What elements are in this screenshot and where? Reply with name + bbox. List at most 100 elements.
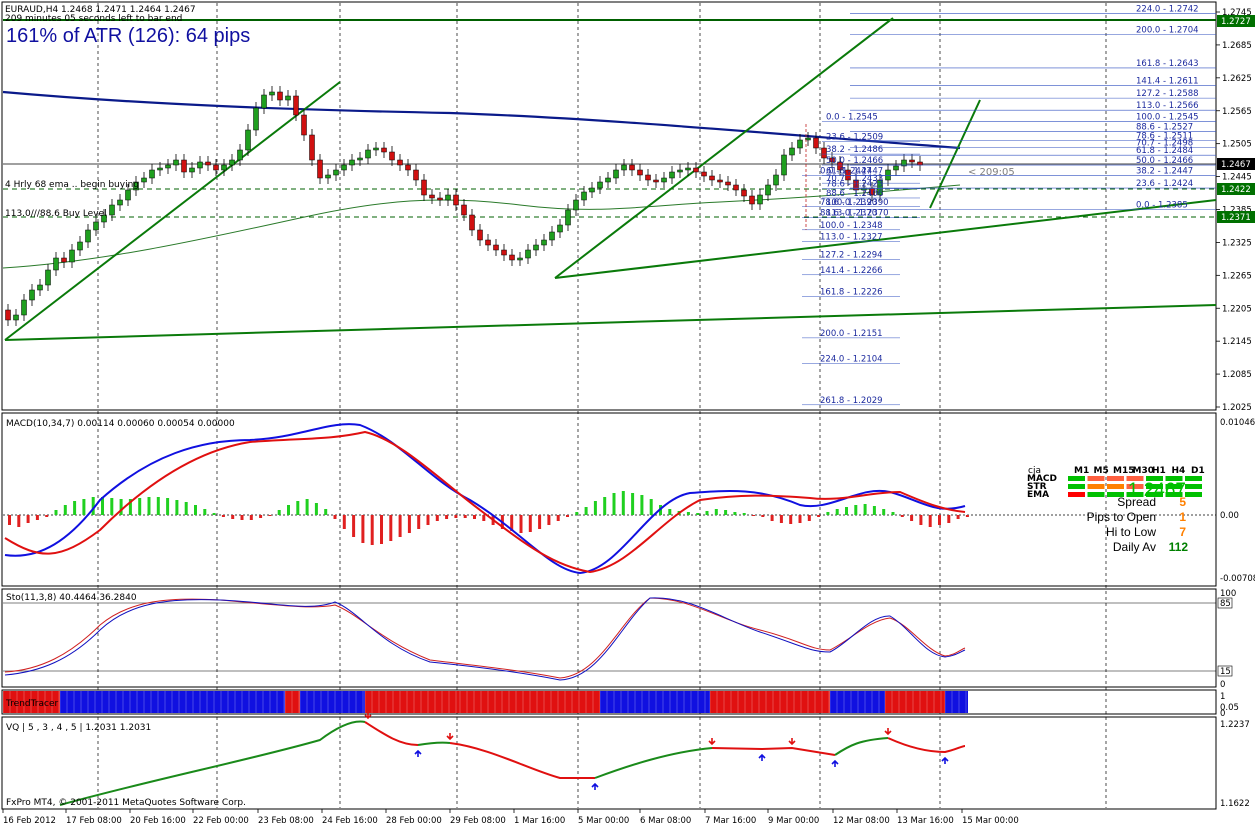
sto-axis-85: 85 [1220,599,1231,609]
candle-body [701,171,707,177]
stochastic-panel[interactable] [1,588,1217,688]
candle-body [373,147,379,151]
fib-top-label: 50.0 - 1.2466 [1136,156,1193,166]
candle-body [245,129,251,151]
macd-histogram-bar [575,512,579,515]
top-level-marker [1217,15,1255,27]
macd-histogram-bar [872,506,876,515]
fib-low-label: 200.0 - 1.2151 [820,329,883,339]
main-price-panel[interactable] [1,1,1217,411]
candle-body [45,269,51,286]
macd-histogram-bar [314,503,318,515]
macd-histogram-bar [742,513,746,515]
fib-low-label: 127.2 - 1.2294 [820,250,883,260]
time-tick-label: 24 Feb 16:00 [322,816,378,826]
candle-body [93,221,99,231]
trend-segment [3,691,60,713]
candle-body [661,177,667,183]
candle-body [557,224,563,233]
macd-histogram-bar [333,515,337,519]
macd-histogram-bar [705,511,709,515]
buy-level-marker [1217,211,1255,223]
macd-histogram-bar [63,505,67,515]
macd-histogram-bar [882,509,886,515]
fib-low-label: 78.6 - 1.2390 [820,198,877,208]
bar-timer: 209 minutes 05 seconds left to bar end [5,14,182,24]
macd-histogram-bar [956,515,960,519]
panel-cell [1107,484,1124,489]
ema-68-line [2,184,961,269]
price-tick-label: 1.2565 [1222,107,1252,117]
panel-row-macd: MACD [1027,474,1057,484]
candle-body [893,165,899,171]
macd-histogram-bar [82,499,86,515]
time-tick-label: 13 Mar 16:00 [897,816,954,826]
candle-body [781,154,787,176]
price-tick-label: 1.2325 [1222,238,1252,248]
candle-body [589,187,595,193]
macd-histogram-bar [668,509,672,515]
time-tick-label: 6 Mar 08:00 [640,816,691,826]
candle-body [573,199,579,211]
candle-body [685,167,691,171]
macd-panel[interactable] [1,412,1217,587]
candle-body [773,174,779,186]
trend-segment [830,691,885,713]
fib-top-label: 38.2 - 1.2447 [1136,166,1193,176]
trend-segment [600,691,710,713]
candle-body [397,159,403,166]
macd-histogram-bar [417,515,421,529]
current-price-marker [1217,158,1255,170]
macd-histogram-bar [798,515,802,523]
macd-main-line [4,423,966,575]
macd-histogram-bar [519,515,523,533]
trendline [929,99,981,209]
macd-histogram-bar [26,515,30,523]
candle-body [53,257,59,271]
price-tick-label: 1.2145 [1222,337,1252,347]
macd-histogram-bar [845,507,848,515]
candle-body [269,91,275,96]
sto-signal-line [4,597,966,679]
panel-cell [1126,492,1144,497]
candle-body [725,181,731,186]
candle-body [197,161,203,169]
candle-body [301,114,307,136]
fib-top-label: 141.4 - 1.2611 [1136,77,1199,87]
macd-histogram-bar [342,515,346,529]
candle-body [157,167,163,171]
candle-body [877,179,883,196]
macd-histogram-bar [231,515,235,519]
panel-cell [1185,492,1202,497]
candle-body [493,244,499,251]
candle-body [709,175,715,181]
candle-body [445,194,451,201]
macd-histogram-bar [752,515,755,516]
vq-panel[interactable] [1,716,1217,810]
time-tick-label: 16 Feb 2012 [3,816,56,826]
candle-body [533,244,539,251]
vq-arrow-down-icon [446,733,454,741]
vq-axis-top: 1.2237 [1220,720,1250,730]
hi-to-low-label: Hi to Low [1106,525,1156,539]
candle-body [165,164,171,169]
vq-down-line [364,721,419,746]
fib-top-label: 78.6 - 1.2511 [1136,131,1193,141]
macd-histogram-bar [789,515,793,524]
macd-histogram-bar [445,515,449,519]
fib-mid-label: 113.0 - 1.2370 [826,209,889,219]
candle-body [797,139,803,149]
candle-body [453,194,459,206]
candle-body [421,179,427,196]
candle-body [413,169,419,181]
panel-cell [1087,492,1105,497]
time-tick-label: 28 Feb 00:00 [386,816,442,826]
candle-body [37,284,43,291]
macd-histogram-bar [101,497,104,515]
macd-histogram-bar [938,515,941,525]
macd-histogram-bar [240,515,244,520]
macd-histogram-bar [510,515,514,531]
macd-histogram-bar [380,515,383,544]
